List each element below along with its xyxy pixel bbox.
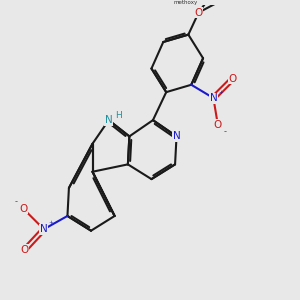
Text: O: O — [19, 204, 27, 214]
Text: +: + — [48, 220, 53, 225]
Text: N: N — [105, 115, 112, 125]
Text: -: - — [224, 128, 227, 136]
Text: N: N — [40, 224, 48, 234]
Text: -: - — [14, 196, 17, 206]
Text: O: O — [194, 8, 203, 17]
Text: O: O — [228, 74, 237, 84]
Text: N: N — [209, 93, 217, 103]
Text: +: + — [219, 90, 224, 95]
Text: O: O — [214, 120, 222, 130]
Text: N: N — [173, 131, 180, 141]
Text: methoxy: methoxy — [173, 0, 197, 5]
Text: O: O — [194, 8, 203, 17]
Text: H: H — [115, 111, 122, 120]
Text: O: O — [21, 245, 29, 255]
